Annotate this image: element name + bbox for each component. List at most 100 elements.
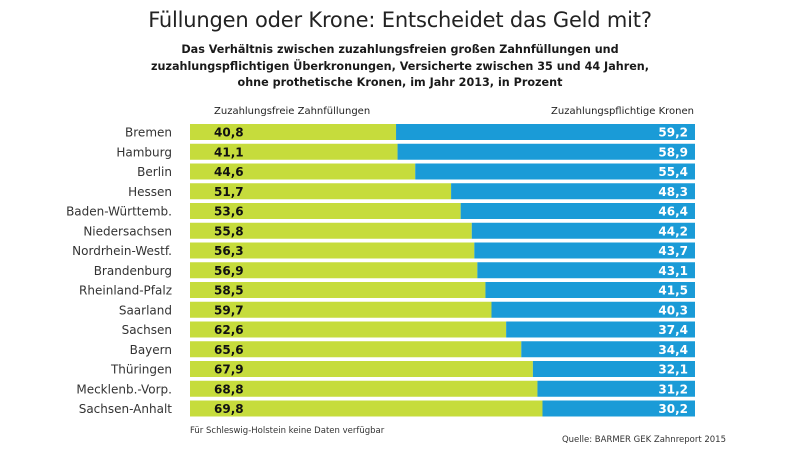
category-label: Rheinland-Pfalz [79,284,172,298]
bar-fillings [190,380,538,397]
value-label-crowns: 31,2 [658,382,688,396]
value-label-fillings: 41,1 [214,145,244,159]
category-label: Mecklenb.-Vorp. [76,382,172,396]
bar-fillings [190,203,461,219]
bar-row: Nordrhein-Westf. 56,3 43,7 [72,242,695,259]
value-label-fillings: 56,9 [214,264,244,278]
bar-crowns [537,380,695,397]
value-label-crowns: 37,4 [658,323,688,337]
bar-crowns [451,183,695,200]
value-label-crowns: 32,1 [658,363,688,377]
value-label-fillings: 51,7 [214,185,244,199]
bar-fillings [190,183,452,200]
category-label: Nordrhein-Westf. [72,244,172,258]
bar-fillings [190,163,416,180]
bar-fillings [190,222,472,239]
chart-title: Füllungen oder Krone: Entscheidet das Ge… [148,8,652,32]
value-label-crowns: 30,2 [658,402,688,416]
value-label-crowns: 59,2 [658,126,688,140]
bar-crowns [397,143,695,160]
value-label-crowns: 34,4 [658,343,688,357]
value-label-fillings: 59,7 [214,303,244,317]
bar-fillings [190,124,397,140]
category-label: Berlin [137,165,172,179]
bar-row: Hamburg 41,1 58,9 [116,143,695,160]
bar-fillings [190,301,492,318]
value-label-crowns: 41,5 [658,284,688,298]
bar-crowns [485,282,695,298]
category-label: Hessen [128,185,172,199]
bar-crowns [521,341,695,358]
bar-row: Bayern 65,6 34,4 [130,341,695,358]
value-label-fillings: 40,8 [214,126,244,140]
value-label-fillings: 55,8 [214,224,244,238]
bar-row: Brandenburg 56,9 43,1 [94,262,695,279]
category-label: Saarland [119,303,172,317]
value-label-crowns: 48,3 [658,185,688,199]
footnote: Für Schleswig-Holstein keine Daten verfü… [190,426,385,436]
subtitle-line-1: Das Verhältnis zwischen zuzahlungsfreien… [181,43,619,56]
value-label-fillings: 56,3 [214,244,244,258]
bar-crowns [474,242,695,259]
legend-series-crowns: Zuzahlungspflichtige Kronen [551,106,694,117]
value-label-fillings: 65,6 [214,343,244,357]
bar-fillings [190,321,507,338]
value-label-fillings: 69,8 [214,402,244,416]
bar-crowns [396,124,695,140]
value-label-crowns: 44,2 [658,224,688,238]
category-label: Sachsen [122,323,172,337]
bar-crowns [542,400,695,417]
bar-fillings [190,143,398,160]
bar-row: Sachsen 62,6 37,4 [122,321,695,338]
value-label-crowns: 46,4 [658,205,688,219]
bar-row: Baden-Württemb. 53,6 46,4 [66,203,695,219]
chart-subtitle: Das Verhältnis zwischen zuzahlungsfreien… [150,42,650,92]
subtitle-line-2: zuzahlungspflichtigen Überkronungen, Ver… [150,59,650,73]
bar-row: Thüringen 67,9 32,1 [110,361,695,377]
bar-crowns [491,301,695,318]
bar-crowns [415,163,695,180]
value-label-crowns: 58,9 [658,145,688,159]
bar-row: Saarland 59,7 40,3 [119,301,695,318]
bar-fillings [190,242,475,259]
category-label: Thüringen [110,363,172,377]
value-label-fillings: 68,8 [214,382,244,396]
bar-row: Sachsen-Anhalt 69,8 30,2 [79,400,695,417]
source-note: Quelle: BARMER GEK Zahnreport 2015 [561,435,726,445]
bar-crowns [506,321,695,338]
value-label-fillings: 67,9 [214,363,244,377]
value-label-crowns: 40,3 [658,303,688,317]
bar-row: Rheinland-Pfalz 58,5 41,5 [79,282,695,298]
category-label: Sachsen-Anhalt [79,402,173,416]
bar-crowns [460,203,695,219]
value-label-crowns: 55,4 [658,165,688,179]
bar-crowns [471,222,695,239]
value-label-crowns: 43,7 [658,244,688,258]
bar-fillings [190,361,533,377]
bar-row: Berlin 44,6 55,4 [137,163,695,180]
bar-fillings [190,400,543,417]
value-label-fillings: 62,6 [214,323,244,337]
category-label: Niedersachsen [83,224,172,238]
legend-series-fillings: Zuzahlungsfreie Zahnfüllungen [214,106,371,117]
bar-crowns [532,361,695,377]
category-label: Hamburg [116,145,172,159]
bar-row: Bremen 40,8 59,2 [125,124,695,140]
value-label-crowns: 43,1 [658,264,688,278]
category-label: Bremen [125,126,172,140]
category-label: Baden-Württemb. [66,205,172,219]
bar-row: Hessen 51,7 48,3 [128,183,695,200]
bar-fillings [190,282,486,298]
bar-row: Mecklenb.-Vorp. 68,8 31,2 [76,380,695,397]
category-label: Brandenburg [94,264,172,278]
bar-fillings [190,262,478,279]
bar-row: Niedersachsen 55,8 44,2 [83,222,695,239]
bar-fillings [190,341,522,358]
value-label-fillings: 58,5 [214,284,244,298]
subtitle-line-3: ohne prothetische Kronen, im Jahr 2013, … [237,76,563,89]
value-label-fillings: 44,6 [214,165,244,179]
value-label-fillings: 53,6 [214,205,244,219]
bar-crowns [477,262,695,279]
category-label: Bayern [130,343,172,357]
